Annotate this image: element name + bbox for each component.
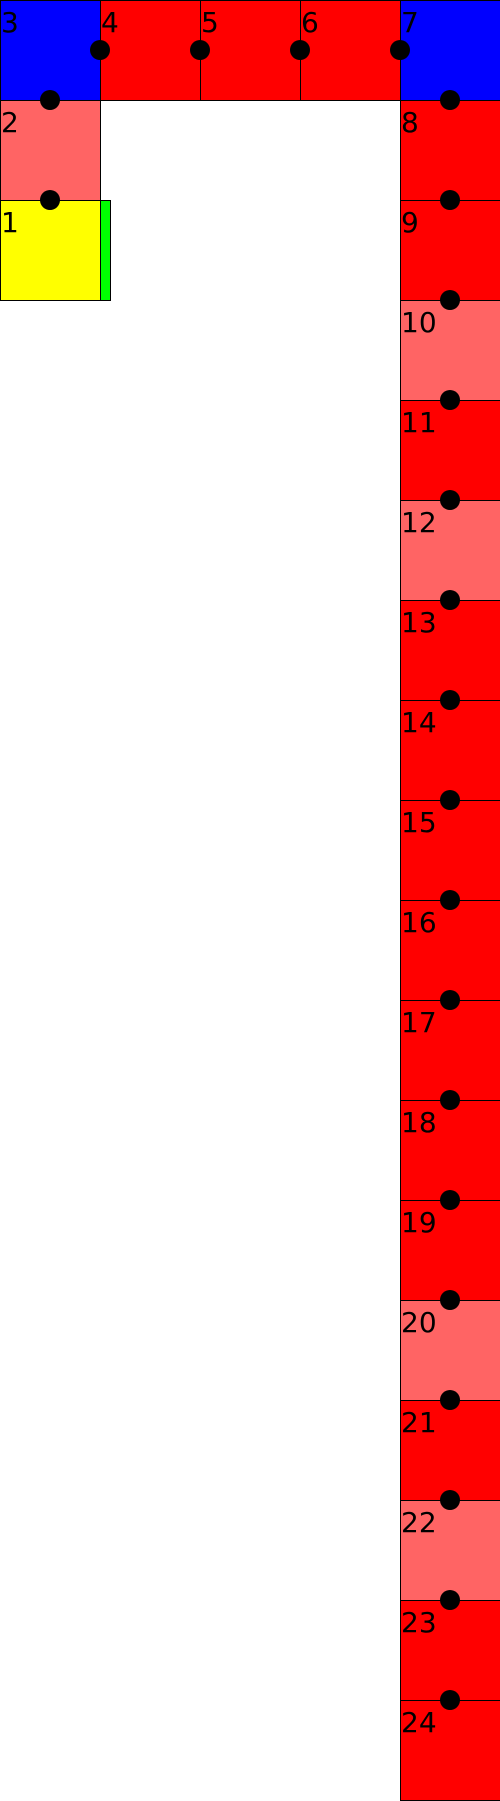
start-marker	[100, 200, 111, 301]
connector-dot	[440, 1590, 460, 1610]
board-cell-9: 9	[400, 200, 500, 301]
board-cell-4: 4	[100, 0, 201, 101]
board-cell-6: 6	[300, 0, 401, 101]
board-cell-17: 17	[400, 1000, 500, 1101]
connector-dot	[440, 790, 460, 810]
connector-dot	[440, 890, 460, 910]
board-cell-8: 8	[400, 100, 500, 201]
board-cell-5: 5	[200, 0, 301, 101]
board-cell-20: 20	[400, 1300, 500, 1401]
connector-dot	[440, 390, 460, 410]
cell-number: 5	[201, 6, 219, 39]
cell-number: 14	[401, 706, 437, 739]
cell-number: 9	[401, 206, 419, 239]
cell-number: 24	[401, 1706, 437, 1739]
board-cell-23: 23	[400, 1600, 500, 1701]
connector-dot	[390, 40, 410, 60]
board-cell-10: 10	[400, 300, 500, 401]
connector-dot	[440, 190, 460, 210]
board-cell-3: 3	[0, 0, 101, 101]
cell-number: 15	[401, 806, 437, 839]
board-cell-1: 1	[0, 200, 101, 301]
cell-number: 20	[401, 1306, 437, 1339]
cell-number: 6	[301, 6, 319, 39]
cell-number: 12	[401, 506, 437, 539]
board-cell-2: 2	[0, 100, 101, 201]
cell-number: 18	[401, 1106, 437, 1139]
board-cell-22: 22	[400, 1500, 500, 1601]
connector-dot	[440, 1190, 460, 1210]
cell-number: 8	[401, 106, 419, 139]
board-cell-16: 16	[400, 900, 500, 1001]
connector-dot	[440, 1690, 460, 1710]
connector-dot	[90, 40, 110, 60]
cell-number: 16	[401, 906, 437, 939]
cell-number: 22	[401, 1506, 437, 1539]
connector-dot	[440, 1090, 460, 1110]
cell-number: 4	[101, 6, 119, 39]
cell-number: 13	[401, 606, 437, 639]
board-cell-24: 24	[400, 1700, 500, 1801]
board-cell-18: 18	[400, 1100, 500, 1201]
connector-dot	[40, 90, 60, 110]
connector-dot	[440, 490, 460, 510]
board-cell-21: 21	[400, 1400, 500, 1501]
connector-dot	[440, 290, 460, 310]
board-cell-14: 14	[400, 700, 500, 801]
connector-dot	[190, 40, 210, 60]
board-cell-13: 13	[400, 600, 500, 701]
board-cell-7: 7	[400, 0, 500, 101]
connector-dot	[440, 1490, 460, 1510]
cell-number: 10	[401, 306, 437, 339]
cell-number: 1	[1, 206, 19, 239]
connector-dot	[440, 590, 460, 610]
connector-dot	[290, 40, 310, 60]
board-cell-12: 12	[400, 500, 500, 601]
cell-number: 2	[1, 106, 19, 139]
board-cell-19: 19	[400, 1200, 500, 1301]
cell-number: 17	[401, 1006, 437, 1039]
board-cell-11: 11	[400, 400, 500, 501]
connector-dot	[440, 1290, 460, 1310]
connector-dot	[440, 690, 460, 710]
cell-number: 23	[401, 1606, 437, 1639]
connector-dot	[40, 190, 60, 210]
cell-number: 11	[401, 406, 437, 439]
connector-dot	[440, 990, 460, 1010]
connector-dot	[440, 1390, 460, 1410]
cell-number: 19	[401, 1206, 437, 1239]
board-cell-15: 15	[400, 800, 500, 901]
cell-number: 21	[401, 1406, 437, 1439]
cell-number: 3	[1, 6, 19, 39]
cell-number: 7	[401, 6, 419, 39]
connector-dot	[440, 90, 460, 110]
